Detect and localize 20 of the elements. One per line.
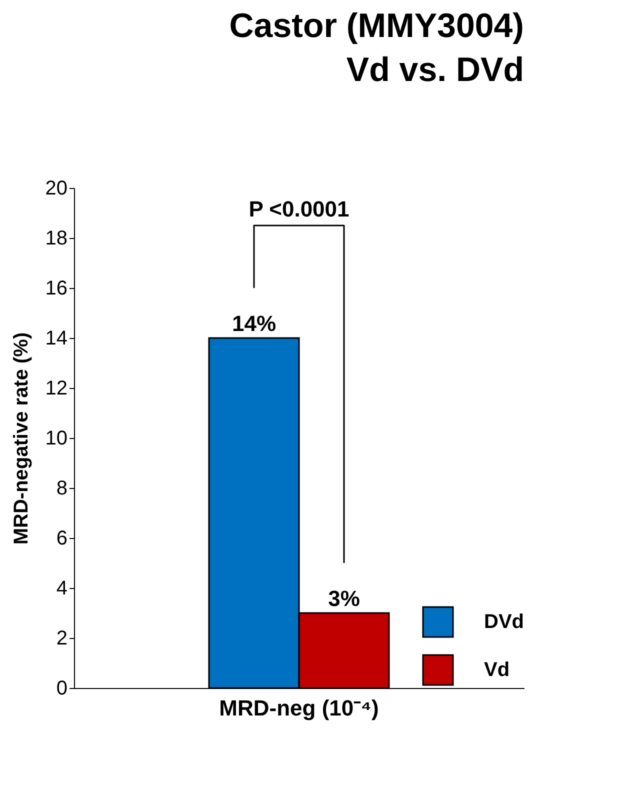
text: Vd vs. DVd — [346, 51, 524, 89]
y-tick-label: 4 — [56, 578, 68, 600]
data-label: 14% — [232, 311, 276, 336]
y-tick-label: 2 — [56, 628, 68, 650]
text: Castor (MMY3004) — [229, 7, 524, 45]
y-tick-label: 12 — [45, 378, 68, 400]
y-tick-label: 18 — [45, 228, 68, 250]
legend-label: Vd — [484, 659, 510, 681]
y-tick-label: 8 — [56, 478, 68, 500]
y-tick-label: 0 — [56, 678, 68, 700]
y-tick-label: 20 — [45, 178, 68, 200]
y-tick-label: 14 — [45, 328, 68, 350]
y-tick-label: 6 — [56, 528, 68, 550]
y-tick-label: 16 — [45, 278, 68, 300]
y-axis-title: MRD-negative rate (%) — [10, 332, 32, 545]
data-label: 3% — [328, 586, 360, 611]
y-tick-label: 10 — [45, 428, 68, 450]
legend-label: DVd — [484, 611, 524, 633]
annotation: P <0.0001 — [248, 196, 350, 222]
x-tick-label: MRD-neg (10⁻⁴) — [219, 696, 379, 720]
